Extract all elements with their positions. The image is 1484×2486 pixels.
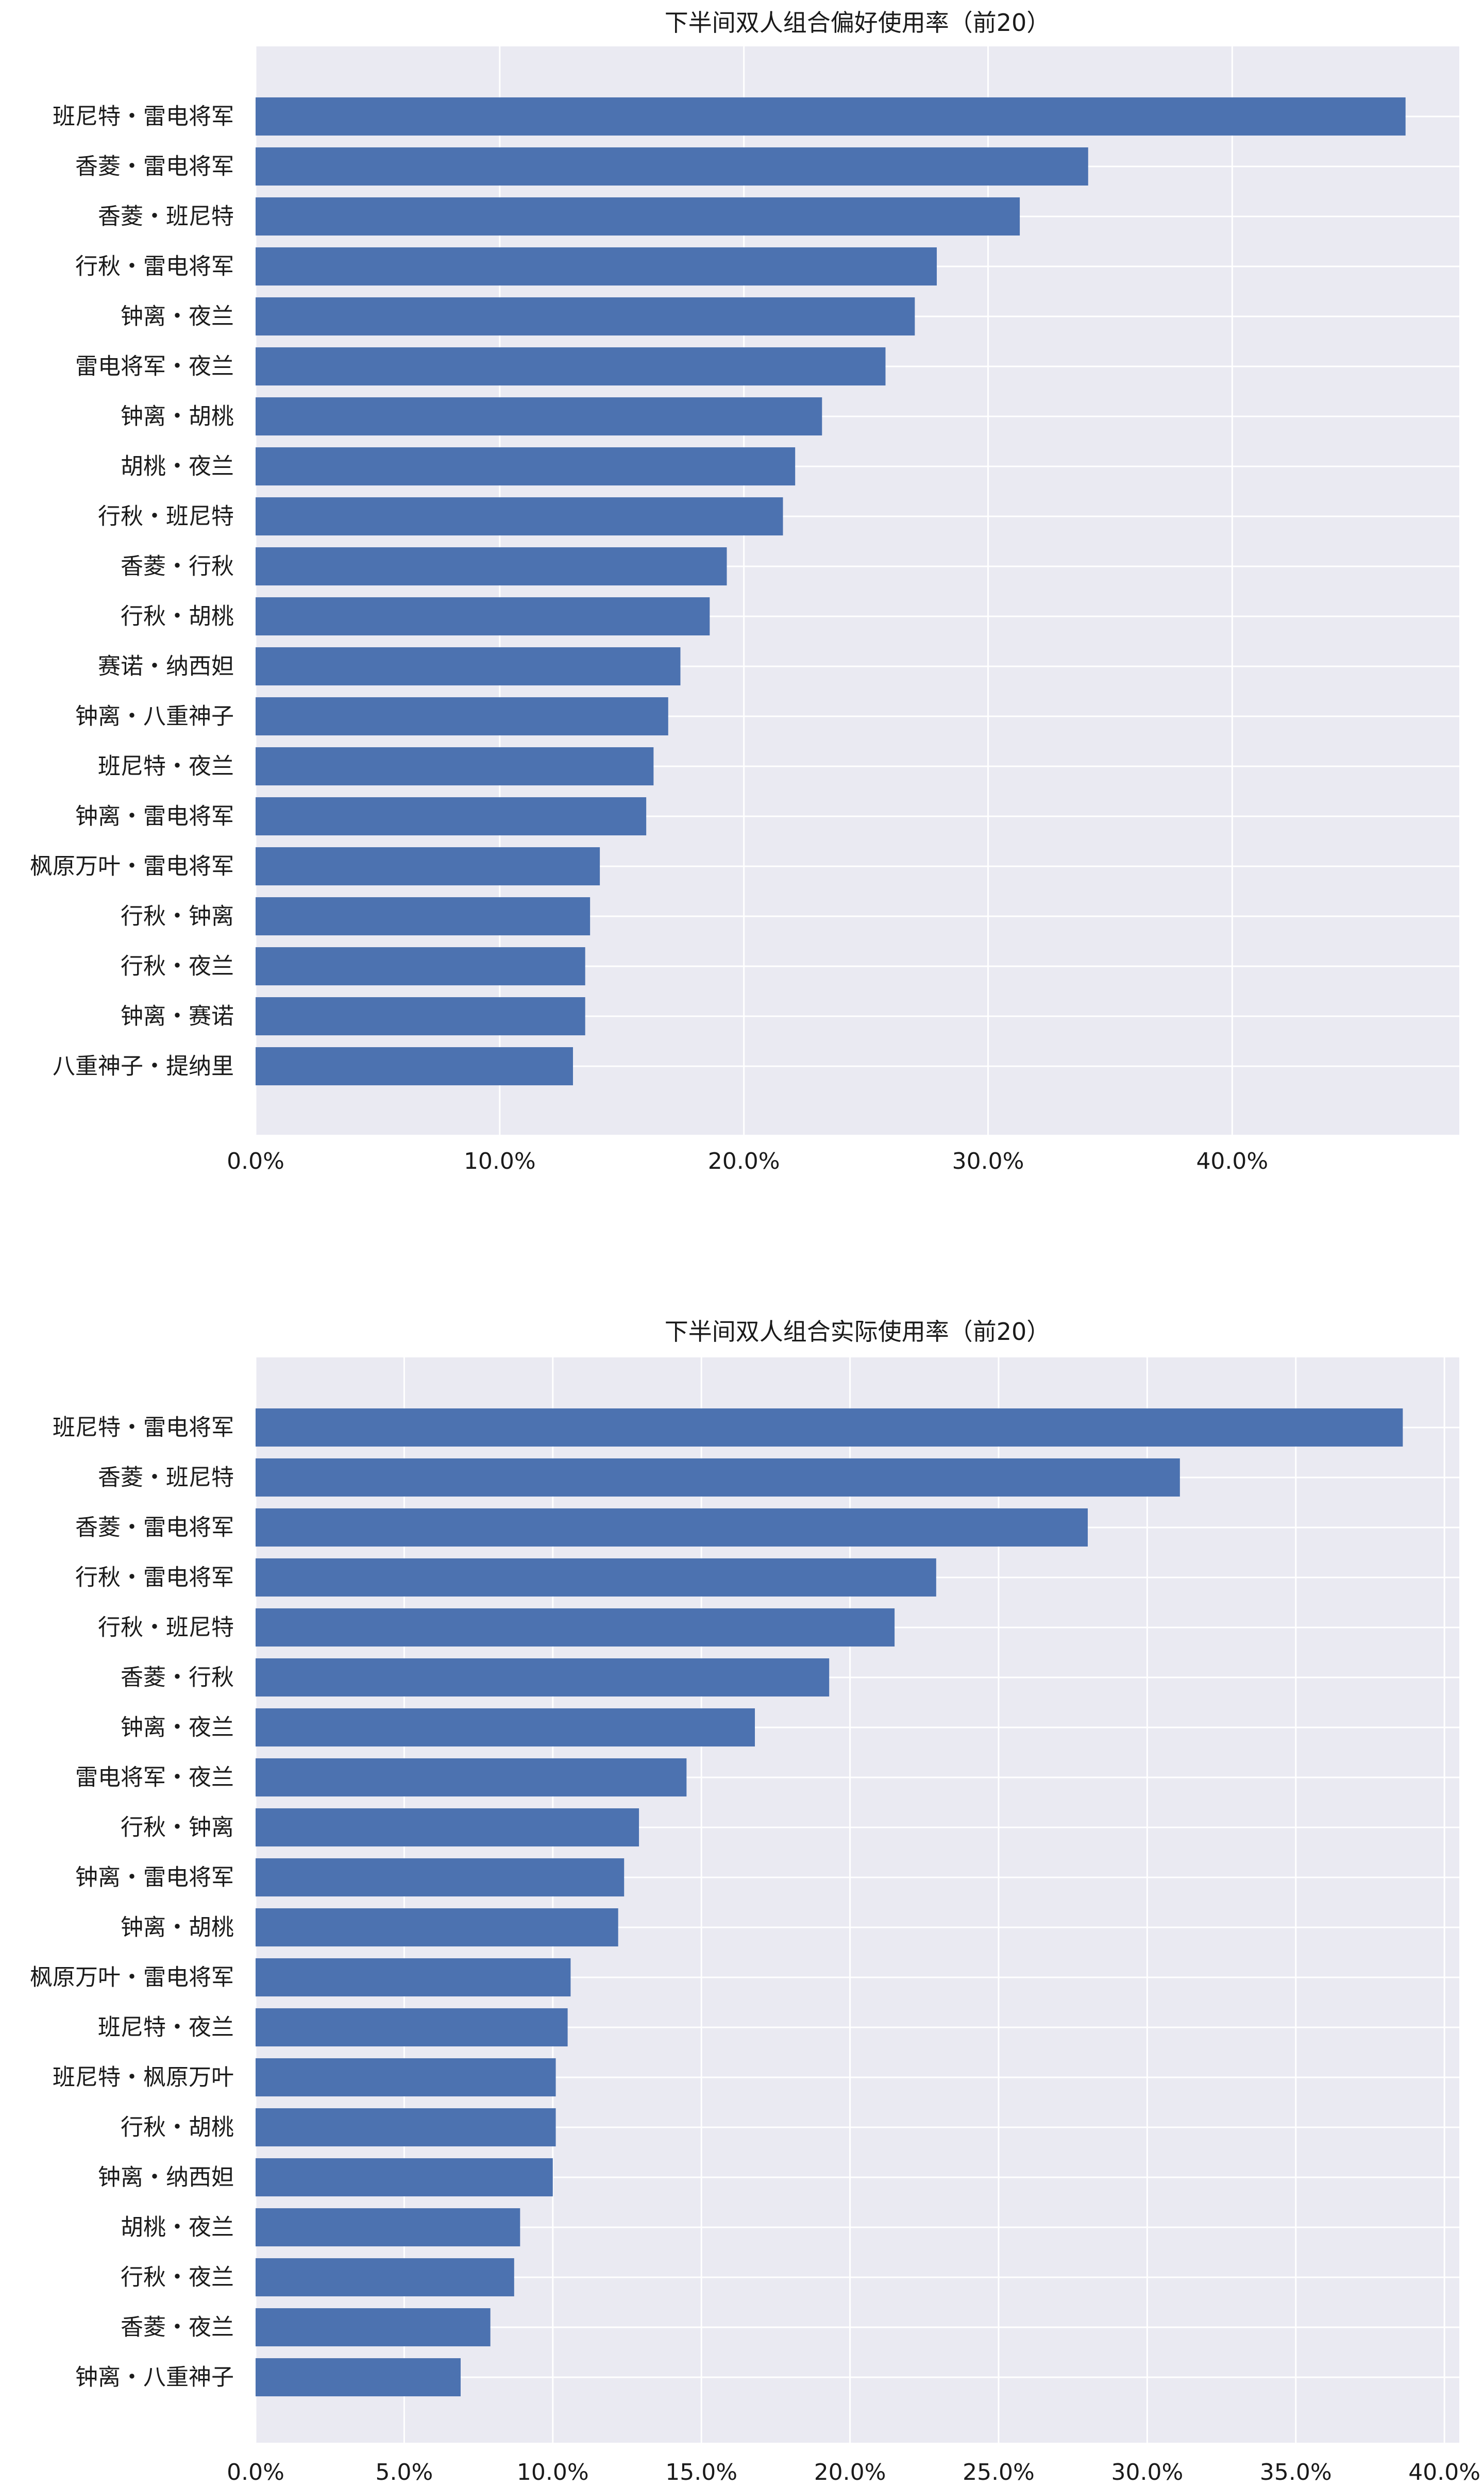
x-tick-label: 5.0%: [375, 2459, 433, 2485]
category-label: 行秋・雷电将军: [75, 1565, 234, 1591]
category-label: 香菱・行秋: [121, 1665, 234, 1691]
category-label: 香菱・雷电将军: [75, 1515, 234, 1541]
bar: [256, 997, 585, 1035]
bar: [256, 1958, 571, 1996]
category-label: 行秋・胡桃: [121, 2114, 234, 2141]
category-label: 班尼特・雷电将军: [53, 104, 234, 130]
bar: [256, 1658, 830, 1696]
category-label: 胡桃・夜兰: [121, 453, 234, 480]
category-label: 钟离・赛诺: [121, 1003, 234, 1030]
bar: [256, 2258, 514, 2296]
bar: [256, 1908, 618, 1946]
category-label: 班尼特・枫原万叶: [53, 2064, 234, 2091]
x-tick-label: 40.0%: [1196, 1148, 1268, 1174]
bar: [256, 297, 915, 335]
category-label: 行秋・班尼特: [98, 1615, 234, 1641]
bar: [256, 1558, 936, 1597]
chart-title: 下半间双人组合实际使用率（前20）: [665, 1318, 1051, 1346]
bar: [256, 797, 647, 835]
category-label: 香菱・雷电将军: [75, 154, 234, 180]
x-tick-label: 10.0%: [464, 1148, 536, 1174]
category-label: 行秋・雷电将军: [75, 254, 234, 280]
category-label: 钟离・八重神子: [75, 2364, 234, 2391]
bar: [256, 347, 886, 385]
category-label: 钟离・胡桃: [121, 404, 234, 430]
category-label: 雷电将军・夜兰: [75, 1765, 234, 1791]
category-label: 钟离・雷电将军: [75, 1864, 234, 1891]
category-label: 行秋・夜兰: [121, 2264, 234, 2291]
category-label: 八重神子・提纳里: [53, 1053, 234, 1080]
bar: [256, 2208, 520, 2246]
bar: [256, 647, 681, 685]
category-label: 香菱・夜兰: [121, 2314, 234, 2341]
category-label: 班尼特・夜兰: [98, 2014, 234, 2041]
bar: [256, 897, 591, 935]
category-label: 行秋・夜兰: [121, 953, 234, 980]
bar: [256, 947, 585, 985]
bar: [256, 597, 710, 635]
bar: [256, 2158, 553, 2196]
bar: [256, 1408, 1403, 1447]
bar: [256, 2308, 491, 2346]
x-tick-label: 40.0%: [1408, 2459, 1480, 2485]
bar: [256, 547, 727, 585]
x-tick-label: 10.0%: [517, 2459, 589, 2485]
category-label: 钟离・夜兰: [121, 1715, 234, 1741]
x-tick-label: 15.0%: [665, 2459, 737, 2485]
x-tick-label: 30.0%: [952, 1148, 1024, 1174]
category-label: 钟离・纳西妲: [98, 2164, 234, 2191]
x-tick-label: 20.0%: [708, 1148, 780, 1174]
bar: [256, 2008, 568, 2046]
category-label: 枫原万叶・雷电将军: [30, 853, 234, 880]
category-label: 香菱・班尼特: [98, 1465, 234, 1491]
bar: [256, 2108, 556, 2146]
bar: [256, 1758, 687, 1796]
category-label: 钟离・雷电将军: [75, 803, 234, 830]
category-label: 赛诺・纳西妲: [98, 653, 234, 680]
bar: [256, 2358, 461, 2396]
bar: [256, 1708, 755, 1746]
category-label: 雷电将军・夜兰: [75, 354, 234, 380]
bar: [256, 197, 1020, 236]
bar: [256, 1608, 895, 1647]
category-label: 钟离・八重神子: [75, 703, 234, 730]
bar: [256, 747, 654, 785]
category-label: 香菱・行秋: [121, 553, 234, 580]
x-tick-label: 20.0%: [814, 2459, 886, 2485]
x-tick-label: 30.0%: [1111, 2459, 1183, 2485]
category-label: 钟离・胡桃: [121, 1914, 234, 1941]
category-label: 钟离・夜兰: [121, 304, 234, 330]
bar: [256, 1808, 639, 1846]
bar: [256, 1458, 1180, 1497]
category-label: 香菱・班尼特: [98, 204, 234, 230]
x-tick-label: 25.0%: [963, 2459, 1035, 2485]
bar: [256, 1858, 625, 1896]
chart-preference-rate: 班尼特・雷电将军香菱・雷电将军香菱・班尼特行秋・雷电将军钟离・夜兰雷电将军・夜兰…: [30, 9, 1459, 1174]
bar: [256, 247, 937, 285]
bar: [256, 697, 668, 735]
category-label: 行秋・胡桃: [121, 603, 234, 630]
bar: [256, 447, 796, 485]
x-tick-label: 0.0%: [227, 1148, 284, 1174]
bar: [256, 497, 783, 535]
x-tick-label: 35.0%: [1260, 2459, 1332, 2485]
category-label: 胡桃・夜兰: [121, 2214, 234, 2241]
bar: [256, 847, 600, 885]
bar: [256, 2058, 556, 2096]
chart-title: 下半间双人组合偏好使用率（前20）: [665, 9, 1051, 37]
category-label: 行秋・钟离: [121, 903, 234, 930]
category-label: 班尼特・雷电将军: [53, 1415, 234, 1441]
bar: [256, 97, 1406, 136]
x-tick-label: 0.0%: [227, 2459, 284, 2485]
bar: [256, 397, 822, 435]
bar: [256, 1508, 1088, 1547]
bar: [256, 147, 1088, 186]
chart-actual-rate: 班尼特・雷电将军香菱・班尼特香菱・雷电将军行秋・雷电将军行秋・班尼特香菱・行秋钟…: [30, 1318, 1480, 2485]
category-label: 行秋・班尼特: [98, 503, 234, 530]
category-label: 行秋・钟离: [121, 1815, 234, 1841]
bar: [256, 1047, 573, 1085]
category-label: 枫原万叶・雷电将军: [30, 1964, 234, 1991]
category-label: 班尼特・夜兰: [98, 753, 234, 780]
